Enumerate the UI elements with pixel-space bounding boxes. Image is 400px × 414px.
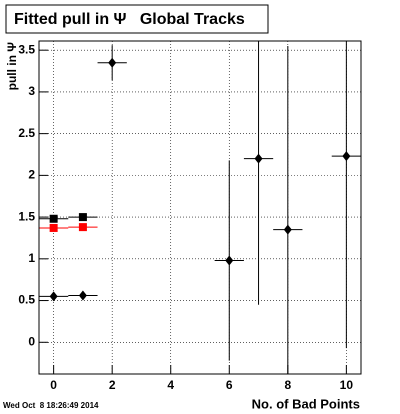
x-tick-label: 2 (109, 378, 116, 392)
y-tick-label: 2.5 (18, 126, 35, 140)
marker (108, 57, 117, 68)
x-tick-label: 6 (226, 378, 233, 392)
y-tick-label: 1 (28, 251, 35, 265)
marker (78, 290, 87, 301)
marker (49, 223, 58, 232)
marker (342, 151, 351, 162)
y-tick-label: 0 (28, 334, 35, 348)
y-tick-label: 3 (28, 84, 35, 98)
axes: 0 2 4 6 8 10 0 0.5 1 1.5 2 2.5 3 3.5 (18, 42, 353, 392)
marker (49, 214, 58, 223)
timestamp: Wed Oct 8 18:26:49 2014 (3, 401, 99, 410)
marker (78, 223, 87, 232)
x-tick-label: 4 (167, 378, 174, 392)
y-tick-label: 2 (28, 168, 35, 182)
y-axis-label: pull in Ψ (5, 42, 19, 91)
marker (78, 213, 87, 222)
y-tick-label: 3.5 (18, 42, 35, 56)
frame (38, 40, 362, 375)
x-axis-label: No. of Bad Points (252, 396, 360, 411)
x-tick-label: 0 (50, 378, 57, 392)
marker (225, 255, 234, 266)
marker (283, 224, 292, 235)
x-tick-label: 8 (284, 378, 291, 392)
title-box (5, 4, 269, 34)
marker (49, 291, 58, 302)
marker (254, 153, 263, 164)
y-tick-label: 0.5 (18, 293, 35, 307)
x-tick-label: 10 (340, 378, 354, 392)
y-tick-label: 1.5 (18, 209, 35, 223)
plot-area (39, 41, 361, 374)
chart-title: Fitted pull in Ψ Global Tracks (14, 11, 245, 28)
